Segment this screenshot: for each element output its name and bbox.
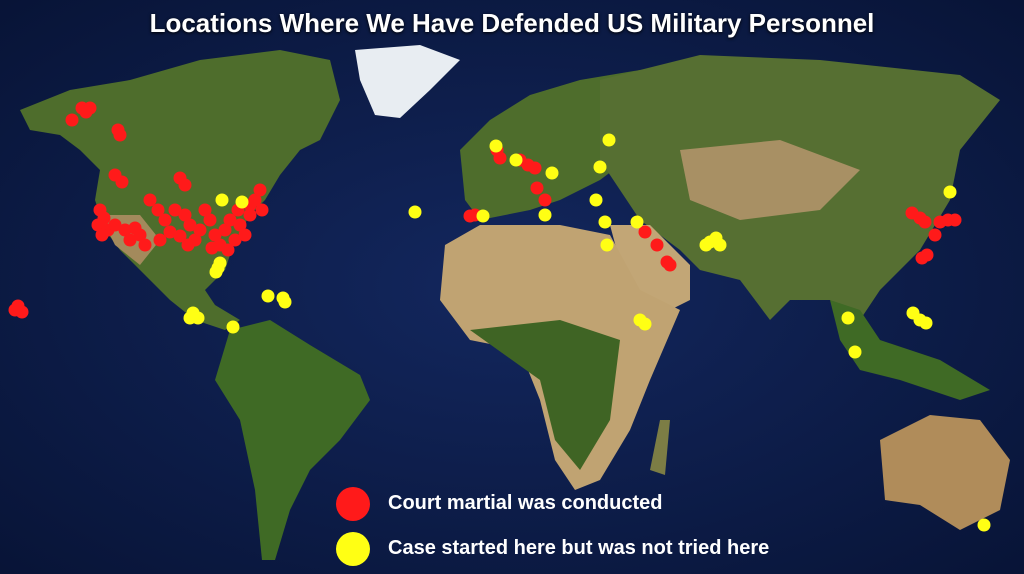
court-martial-marker (178, 208, 192, 222)
court-martial-marker (243, 208, 257, 222)
court-martial-marker (108, 218, 122, 232)
court-martial-marker (638, 225, 652, 239)
court-martial-marker (233, 218, 247, 232)
case-started-marker (630, 215, 644, 229)
court-martial-marker (133, 228, 147, 242)
court-martial-marker (65, 113, 79, 127)
court-martial-marker (158, 213, 172, 227)
case-started-marker (699, 238, 713, 252)
court-martial-marker (918, 215, 932, 229)
central-asia-desert (680, 140, 860, 220)
legend-label: Case started here but was not tried here (388, 537, 770, 559)
madagascar (650, 420, 670, 475)
court-martial-marker (253, 183, 267, 197)
case-started-marker (261, 289, 275, 303)
court-martial-marker (138, 238, 152, 252)
north-america (20, 50, 340, 330)
case-started-marker (919, 316, 933, 330)
continents (20, 45, 1010, 560)
court-martial-marker (115, 175, 129, 189)
case-started-marker (841, 311, 855, 325)
case-started-marker (848, 345, 862, 359)
case-started-marker (713, 238, 727, 252)
legend-item-court-martial: Court martial was conducted (336, 481, 769, 526)
court-martial-marker (218, 223, 232, 237)
court-martial-marker (528, 161, 542, 175)
location-markers (8, 101, 991, 532)
africa-central (470, 320, 620, 470)
court-martial-marker (95, 228, 109, 242)
court-martial-marker (493, 151, 507, 165)
case-started-marker (278, 295, 292, 309)
court-martial-marker (163, 225, 177, 239)
court-martial-marker (928, 228, 942, 242)
map-title: Locations Where We Have Defended US Mili… (149, 8, 875, 38)
court-martial-marker (198, 203, 212, 217)
australia (880, 415, 1010, 530)
court-martial-marker (538, 193, 552, 207)
case-started-marker (235, 195, 249, 209)
court-martial-marker (183, 218, 197, 232)
legend-label: Court martial was conducted (388, 492, 663, 514)
court-martial-marker (143, 193, 157, 207)
court-martial-marker (920, 248, 934, 262)
court-martial-marker (168, 203, 182, 217)
court-martial-marker (255, 203, 269, 217)
court-martial-marker (238, 228, 252, 242)
case-started-marker (593, 160, 607, 174)
case-started-marker (600, 238, 614, 252)
court-martial-marker (151, 203, 165, 217)
legend: Court martial was conducted Case started… (336, 481, 769, 571)
case-started-marker (215, 193, 229, 207)
court-martial-marker (123, 233, 137, 247)
case-started-marker (589, 193, 603, 207)
case-started-marker (602, 133, 616, 147)
greenland (355, 45, 460, 118)
court-martial-marker (948, 213, 962, 227)
court-martial-marker (208, 228, 222, 242)
court-martial-marker (91, 218, 105, 232)
case-started-marker (408, 205, 422, 219)
court-martial-marker (193, 223, 207, 237)
court-martial-marker (178, 178, 192, 192)
yellow-dot-icon (336, 531, 370, 566)
case-started-marker (943, 185, 957, 199)
court-martial-marker (113, 128, 127, 142)
court-martial-marker (203, 213, 217, 227)
court-martial-marker (181, 238, 195, 252)
case-started-marker (476, 209, 490, 223)
legend-item-case-started: Case started here but was not tried here (336, 526, 769, 571)
case-started-marker (638, 317, 652, 331)
case-started-marker (183, 311, 197, 325)
case-started-marker (598, 215, 612, 229)
case-started-marker (226, 320, 240, 334)
southeast-asia (830, 300, 990, 400)
court-martial-marker (228, 233, 242, 247)
case-started-marker (209, 265, 223, 279)
case-started-marker (509, 153, 523, 167)
court-martial-marker (153, 233, 167, 247)
case-started-marker (489, 139, 503, 153)
court-martial-marker (221, 243, 235, 257)
europe (460, 70, 640, 220)
court-martial-marker (11, 299, 25, 313)
court-martial-marker (205, 241, 219, 255)
court-martial-marker (223, 213, 237, 227)
red-dot-icon (336, 486, 370, 521)
case-started-marker (538, 208, 552, 222)
court-martial-marker (650, 238, 664, 252)
court-martial-marker (530, 181, 544, 195)
court-martial-marker (79, 105, 93, 119)
case-started-marker (977, 518, 991, 532)
case-started-marker (545, 166, 559, 180)
court-martial-marker (173, 229, 187, 243)
south-america (215, 320, 370, 560)
court-martial-marker (663, 258, 677, 272)
court-martial-marker (118, 223, 132, 237)
